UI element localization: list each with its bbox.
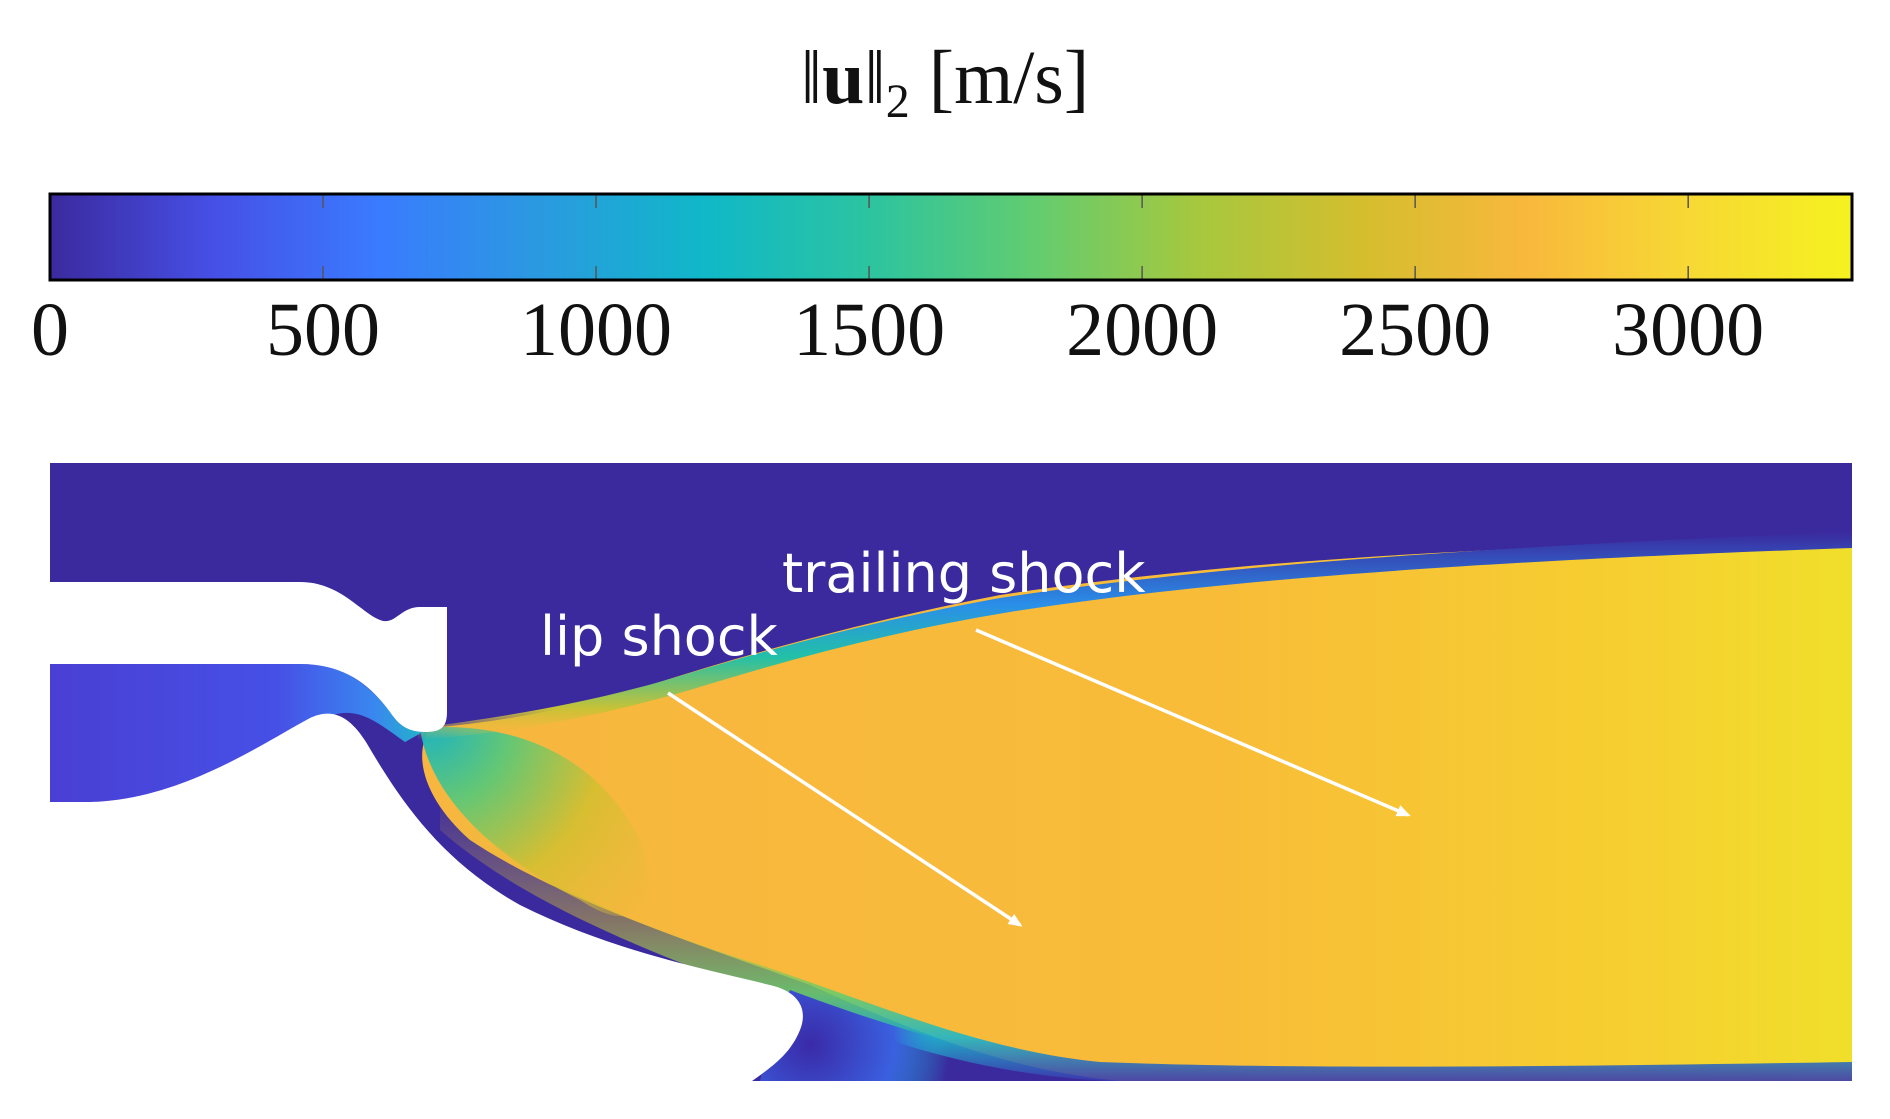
norm-subscript: 2 [885,75,910,128]
unit-label: [m/s] [909,36,1090,120]
velocity-symbol: u [822,36,865,120]
colorbar-tick-label: 1000 [520,288,673,372]
nozzle-lower-wall [50,713,803,1081]
colorbar-tick-label: 3000 [1612,288,1765,372]
colorbar-tick-label: 2000 [1066,288,1219,372]
colorbar-tick-label: 2500 [1339,288,1492,372]
upper-shock-layer [418,532,1852,740]
annotation-arrows [667,628,1411,927]
colorbar [48,192,1854,282]
expansion-fan [420,726,648,917]
colorbar-tick-label: 500 [266,288,381,372]
colorbar-fill [50,194,1852,280]
colorbar-title: ‖u‖2 [m/s] [0,40,1890,126]
plume-core [422,540,1852,1081]
trailing-shock-label: trailing shock [782,542,1146,605]
colorbar-tick-label: 0 [31,288,69,372]
combustion-chamber [50,664,430,802]
colorbar-tick-label: 1500 [793,288,946,372]
norm-right: ‖ [864,36,886,120]
lip-shock-arrow [667,691,1023,927]
nozzle-upper-wall [50,582,447,732]
colorbar-tick-marks [322,194,1689,280]
colorbar-frame [48,192,1854,282]
norm-left: ‖ [800,36,823,120]
flow-field [50,463,1852,1081]
recirculation-pocket [760,990,1160,1081]
trailing-shock-arrow [975,628,1411,817]
lip-shock-label: lip shock [540,605,779,668]
